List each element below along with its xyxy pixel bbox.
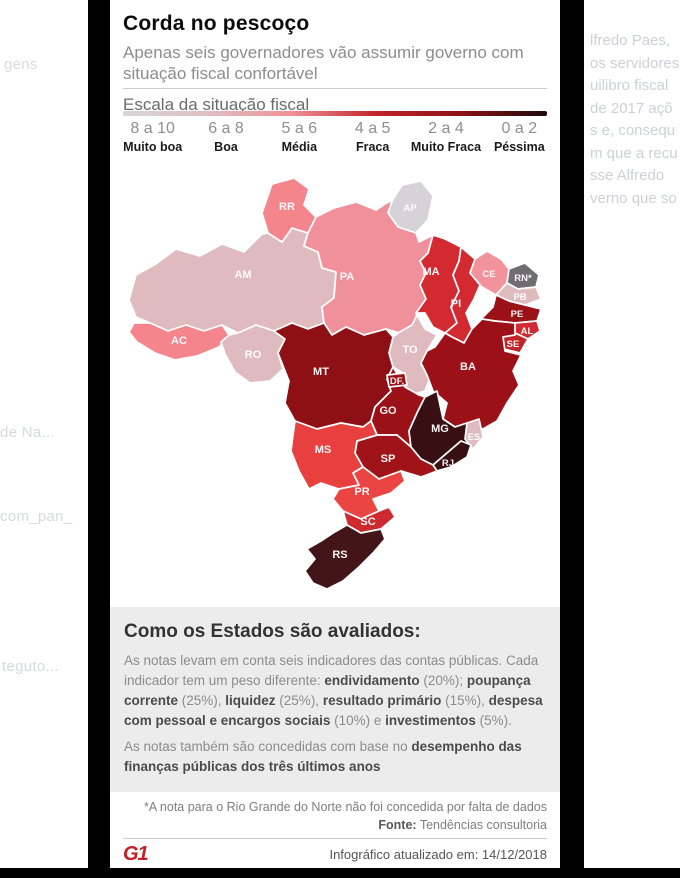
state-label-PR: PR [354, 486, 369, 498]
state-DF [386, 372, 408, 388]
range-value: 8 a 10 [130, 120, 175, 137]
state-label-RN: RN* [514, 273, 532, 284]
brazil-choropleth-map: RR AP AM PA MA PI CE RN* PB PE AL SE AC … [128, 177, 542, 590]
range-label: Boa [214, 140, 238, 154]
scale-range-item: 8 a 10 Muito boa [116, 120, 189, 154]
state-label-RR: RR [279, 201, 295, 213]
range-value: 2 a 4 [428, 120, 464, 137]
range-value: 5 a 6 [281, 120, 318, 137]
g1-logo[interactable]: G1 [123, 843, 149, 865]
evaluation-paragraph-2: As notas também são concedidas com base … [124, 739, 522, 774]
bg-fragment: teguto... [2, 658, 59, 675]
footnote-source: Fonte: Tendências consultoria [378, 818, 547, 832]
state-ES [464, 418, 484, 450]
bottom-black-strip [0, 868, 680, 878]
state-RS [304, 524, 386, 590]
evaluation-paragraph-1: As notas levam em conta seis indicadores… [124, 653, 543, 728]
scale-range-item: 0 a 2 Péssima [483, 120, 556, 154]
bg-fragment: de 2017 açõ [590, 99, 673, 117]
scale-range-item: 5 a 6 Média [263, 120, 336, 154]
range-label: Muito boa [123, 140, 183, 154]
state-label-GO: GO [379, 405, 397, 417]
left-black-bar [88, 0, 110, 878]
state-label-PA: PA [340, 271, 355, 283]
state-label-RS: RS [332, 549, 347, 561]
state-label-RJ: RJ [442, 458, 454, 469]
bg-fragment: s e, consequ [590, 122, 676, 139]
bg-fragment: m que a recu [590, 144, 678, 162]
state-label-PI: PI [451, 298, 461, 310]
state-label-BA: BA [460, 361, 476, 373]
state-label-SP: SP [381, 453, 396, 465]
state-label-MA: MA [422, 266, 439, 278]
scale-range-item: 4 a 5 Fraca [336, 120, 409, 154]
bg-fragment: com_pan_ [0, 508, 73, 525]
range-label: Fraca [355, 140, 390, 154]
bg-fragment: uilibro fiscal [590, 77, 669, 94]
state-label-SC: SC [360, 516, 375, 528]
state-label-ES: ES [468, 432, 481, 443]
range-label: Muito Fraca [410, 140, 482, 154]
state-label-RO: RO [245, 349, 262, 361]
state-label-SE: SE [507, 339, 520, 350]
bg-fragment: sse Alfredo [590, 167, 665, 184]
state-label-AP: AP [403, 203, 417, 214]
divider [123, 838, 547, 839]
footnote-rn: *A nota para o Rio Grande do Norte não f… [143, 800, 547, 814]
scale-ranges: 8 a 10 Muito boa 6 a 8 Boa 5 a 6 Média 4… [116, 120, 556, 154]
page-title: Corda no pescoço [123, 12, 310, 35]
evaluation-box: Como os Estados são avaliados: As notas … [110, 607, 560, 792]
fiscal-gradient-bar [123, 111, 547, 116]
range-value: 0 a 2 [501, 120, 538, 137]
bg-fragment: gens [4, 56, 38, 73]
range-label: Média [281, 140, 318, 154]
right-black-bar [560, 0, 584, 878]
state-label-MG: MG [431, 423, 449, 435]
state-label-AC: AC [171, 335, 187, 347]
state-label-AM: AM [234, 269, 251, 281]
bg-fragment: lfredo Paes, [590, 32, 671, 49]
bg-fragment: verno que so [590, 189, 677, 207]
state-label-MT: MT [313, 366, 329, 378]
bg-fragment: os servidores [590, 54, 680, 72]
bg-text-column: lfredo Paes, os servidores uilibro fisca… [590, 30, 680, 210]
scale-range-item: 6 a 8 Boa [189, 120, 262, 154]
divider [123, 88, 547, 89]
scale-heading: Escala da situação fiscal [123, 95, 310, 114]
scale-range-item: 2 a 4 Muito Fraca [409, 120, 482, 154]
state-label-TO: TO [402, 344, 418, 356]
state-label-DF: DF. [390, 376, 404, 387]
state-label-AL: AL [521, 326, 534, 337]
state-RJ [432, 440, 472, 472]
state-label-MS: MS [315, 444, 332, 456]
infographic-card: Corda no pescoço Apenas seis governadore… [110, 0, 560, 868]
state-label-PE: PE [511, 309, 524, 320]
updated-timestamp: Infográfico atualizado em: 14/12/2018 [329, 847, 547, 862]
page-subtitle: Apenas seis governadores vão assumir gov… [123, 43, 524, 83]
range-value: 6 a 8 [208, 120, 244, 137]
range-value: 4 a 5 [354, 120, 391, 137]
state-RO [220, 324, 286, 384]
evaluation-heading: Como os Estados são avaliados: [124, 621, 421, 642]
state-label-CE: CE [482, 269, 495, 280]
bg-fragment: de Na... [0, 424, 55, 441]
range-label: Péssima [493, 140, 545, 154]
state-label-PB: PB [513, 292, 526, 303]
